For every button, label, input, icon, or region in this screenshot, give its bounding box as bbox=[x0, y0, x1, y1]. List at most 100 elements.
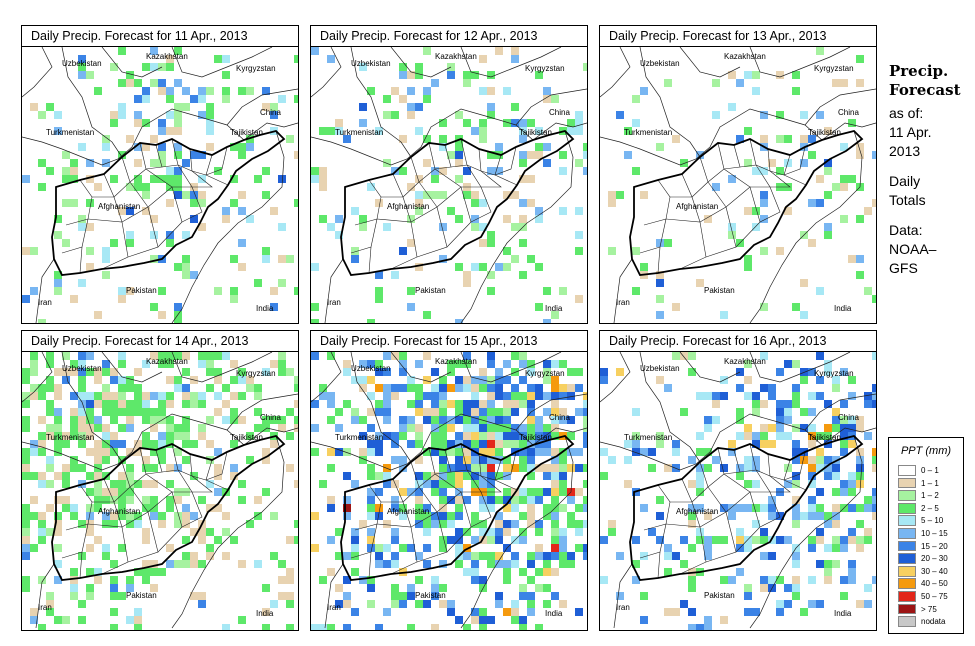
precip-cell bbox=[38, 384, 46, 392]
panel-title: Daily Precip. Forecast for 12 Apr., 2013 bbox=[310, 25, 588, 47]
precip-cell bbox=[431, 576, 439, 584]
precip-cell bbox=[848, 119, 856, 127]
precip-cell bbox=[824, 576, 832, 584]
precip-cell bbox=[439, 167, 447, 175]
precip-cell bbox=[150, 175, 158, 183]
precip-cell bbox=[166, 167, 174, 175]
precip-cell bbox=[415, 472, 423, 480]
asof-date: 11 Apr. bbox=[889, 124, 932, 140]
precip-cell bbox=[62, 504, 70, 512]
precip-cell bbox=[367, 504, 375, 512]
precip-cell bbox=[270, 303, 278, 311]
precip-cell bbox=[455, 616, 463, 624]
precip-cell bbox=[222, 71, 230, 79]
precip-cell bbox=[463, 552, 471, 560]
precip-cell bbox=[166, 432, 174, 440]
country-label-pakistan: Pakistan bbox=[704, 286, 735, 295]
precip-cell bbox=[407, 376, 415, 384]
precip-cell bbox=[198, 352, 206, 360]
precip-cell bbox=[808, 504, 816, 512]
precip-cell bbox=[656, 295, 664, 303]
precip-cell bbox=[102, 384, 110, 392]
precip-cell bbox=[359, 432, 367, 440]
precip-cell bbox=[166, 400, 174, 408]
precip-cell bbox=[78, 63, 86, 71]
precip-cell bbox=[134, 183, 142, 191]
precip-cell bbox=[319, 175, 327, 183]
precip-cell bbox=[784, 536, 792, 544]
precip-cell bbox=[776, 71, 784, 79]
precip-cell bbox=[832, 416, 840, 424]
precip-cell bbox=[294, 400, 298, 408]
precip-cell bbox=[856, 151, 864, 159]
precip-cell bbox=[495, 472, 503, 480]
precip-cell bbox=[190, 199, 198, 207]
country-labels: UzbekistanKazakhstanKyrgyzstanChinaTurkm… bbox=[38, 357, 281, 618]
precip-cell bbox=[182, 432, 190, 440]
precip-cell bbox=[30, 103, 38, 111]
precip-cell bbox=[575, 504, 583, 512]
precip-cell bbox=[182, 368, 190, 376]
precip-cell bbox=[142, 408, 150, 416]
country-label-uzbekistan: Uzbekistan bbox=[62, 59, 102, 68]
precip-cell bbox=[463, 271, 471, 279]
precip-cell bbox=[423, 416, 431, 424]
precip-cell bbox=[230, 536, 238, 544]
precip-cell bbox=[359, 576, 367, 584]
precip-cell bbox=[246, 376, 254, 384]
precip-cell bbox=[142, 143, 150, 151]
precip-cell bbox=[559, 464, 567, 472]
precip-cell bbox=[343, 472, 351, 480]
precip-cell bbox=[335, 448, 343, 456]
precip-cell bbox=[583, 392, 587, 400]
precip-cell bbox=[367, 464, 375, 472]
precip-cell bbox=[254, 392, 262, 400]
legend-entry: 40 – 50 bbox=[898, 578, 960, 590]
precip-cell bbox=[527, 464, 535, 472]
precip-cell bbox=[230, 143, 238, 151]
province-border bbox=[769, 170, 791, 188]
country-label-afghanistan: Afghanistan bbox=[98, 202, 140, 211]
precip-cell bbox=[94, 392, 102, 400]
precip-cell bbox=[632, 287, 640, 295]
precip-cell bbox=[383, 352, 391, 360]
precip-cell bbox=[760, 384, 768, 392]
precip-cell bbox=[118, 544, 126, 552]
precip-cell bbox=[712, 456, 720, 464]
precip-cell bbox=[439, 119, 447, 127]
precip-cell bbox=[375, 488, 383, 496]
precip-cell bbox=[559, 408, 567, 416]
precip-cell bbox=[150, 504, 158, 512]
precip-cell bbox=[399, 504, 407, 512]
precip-cell bbox=[656, 512, 664, 520]
precip-cell bbox=[816, 287, 824, 295]
precip-cell bbox=[744, 432, 752, 440]
precip-cell bbox=[134, 143, 142, 151]
country-label-india: India bbox=[545, 609, 563, 618]
precip-cell bbox=[664, 79, 672, 87]
precip-cell bbox=[535, 71, 543, 79]
neighbor-border bbox=[460, 352, 562, 383]
precip-cell bbox=[543, 319, 551, 323]
precip-cell bbox=[375, 384, 383, 392]
legend-swatch bbox=[898, 502, 916, 514]
precip-cell bbox=[182, 440, 190, 448]
precip-cell bbox=[78, 616, 86, 624]
precip-cell bbox=[624, 456, 632, 464]
precip-cell bbox=[150, 464, 158, 472]
province-border bbox=[480, 170, 502, 188]
precip-cell bbox=[447, 360, 455, 368]
province-border bbox=[783, 451, 806, 481]
precip-cell bbox=[86, 368, 94, 376]
precip-cell bbox=[30, 384, 38, 392]
precip-cell bbox=[728, 448, 736, 456]
precip-cell bbox=[535, 151, 543, 159]
totals-line2: Totals bbox=[889, 192, 926, 208]
precip-cell bbox=[720, 576, 728, 584]
precip-cell bbox=[62, 151, 70, 159]
precip-cell bbox=[808, 512, 816, 520]
precip-cell bbox=[832, 472, 840, 480]
country-label-iran: Iran bbox=[38, 603, 52, 612]
precip-cell bbox=[46, 400, 54, 408]
precip-cell bbox=[214, 536, 222, 544]
